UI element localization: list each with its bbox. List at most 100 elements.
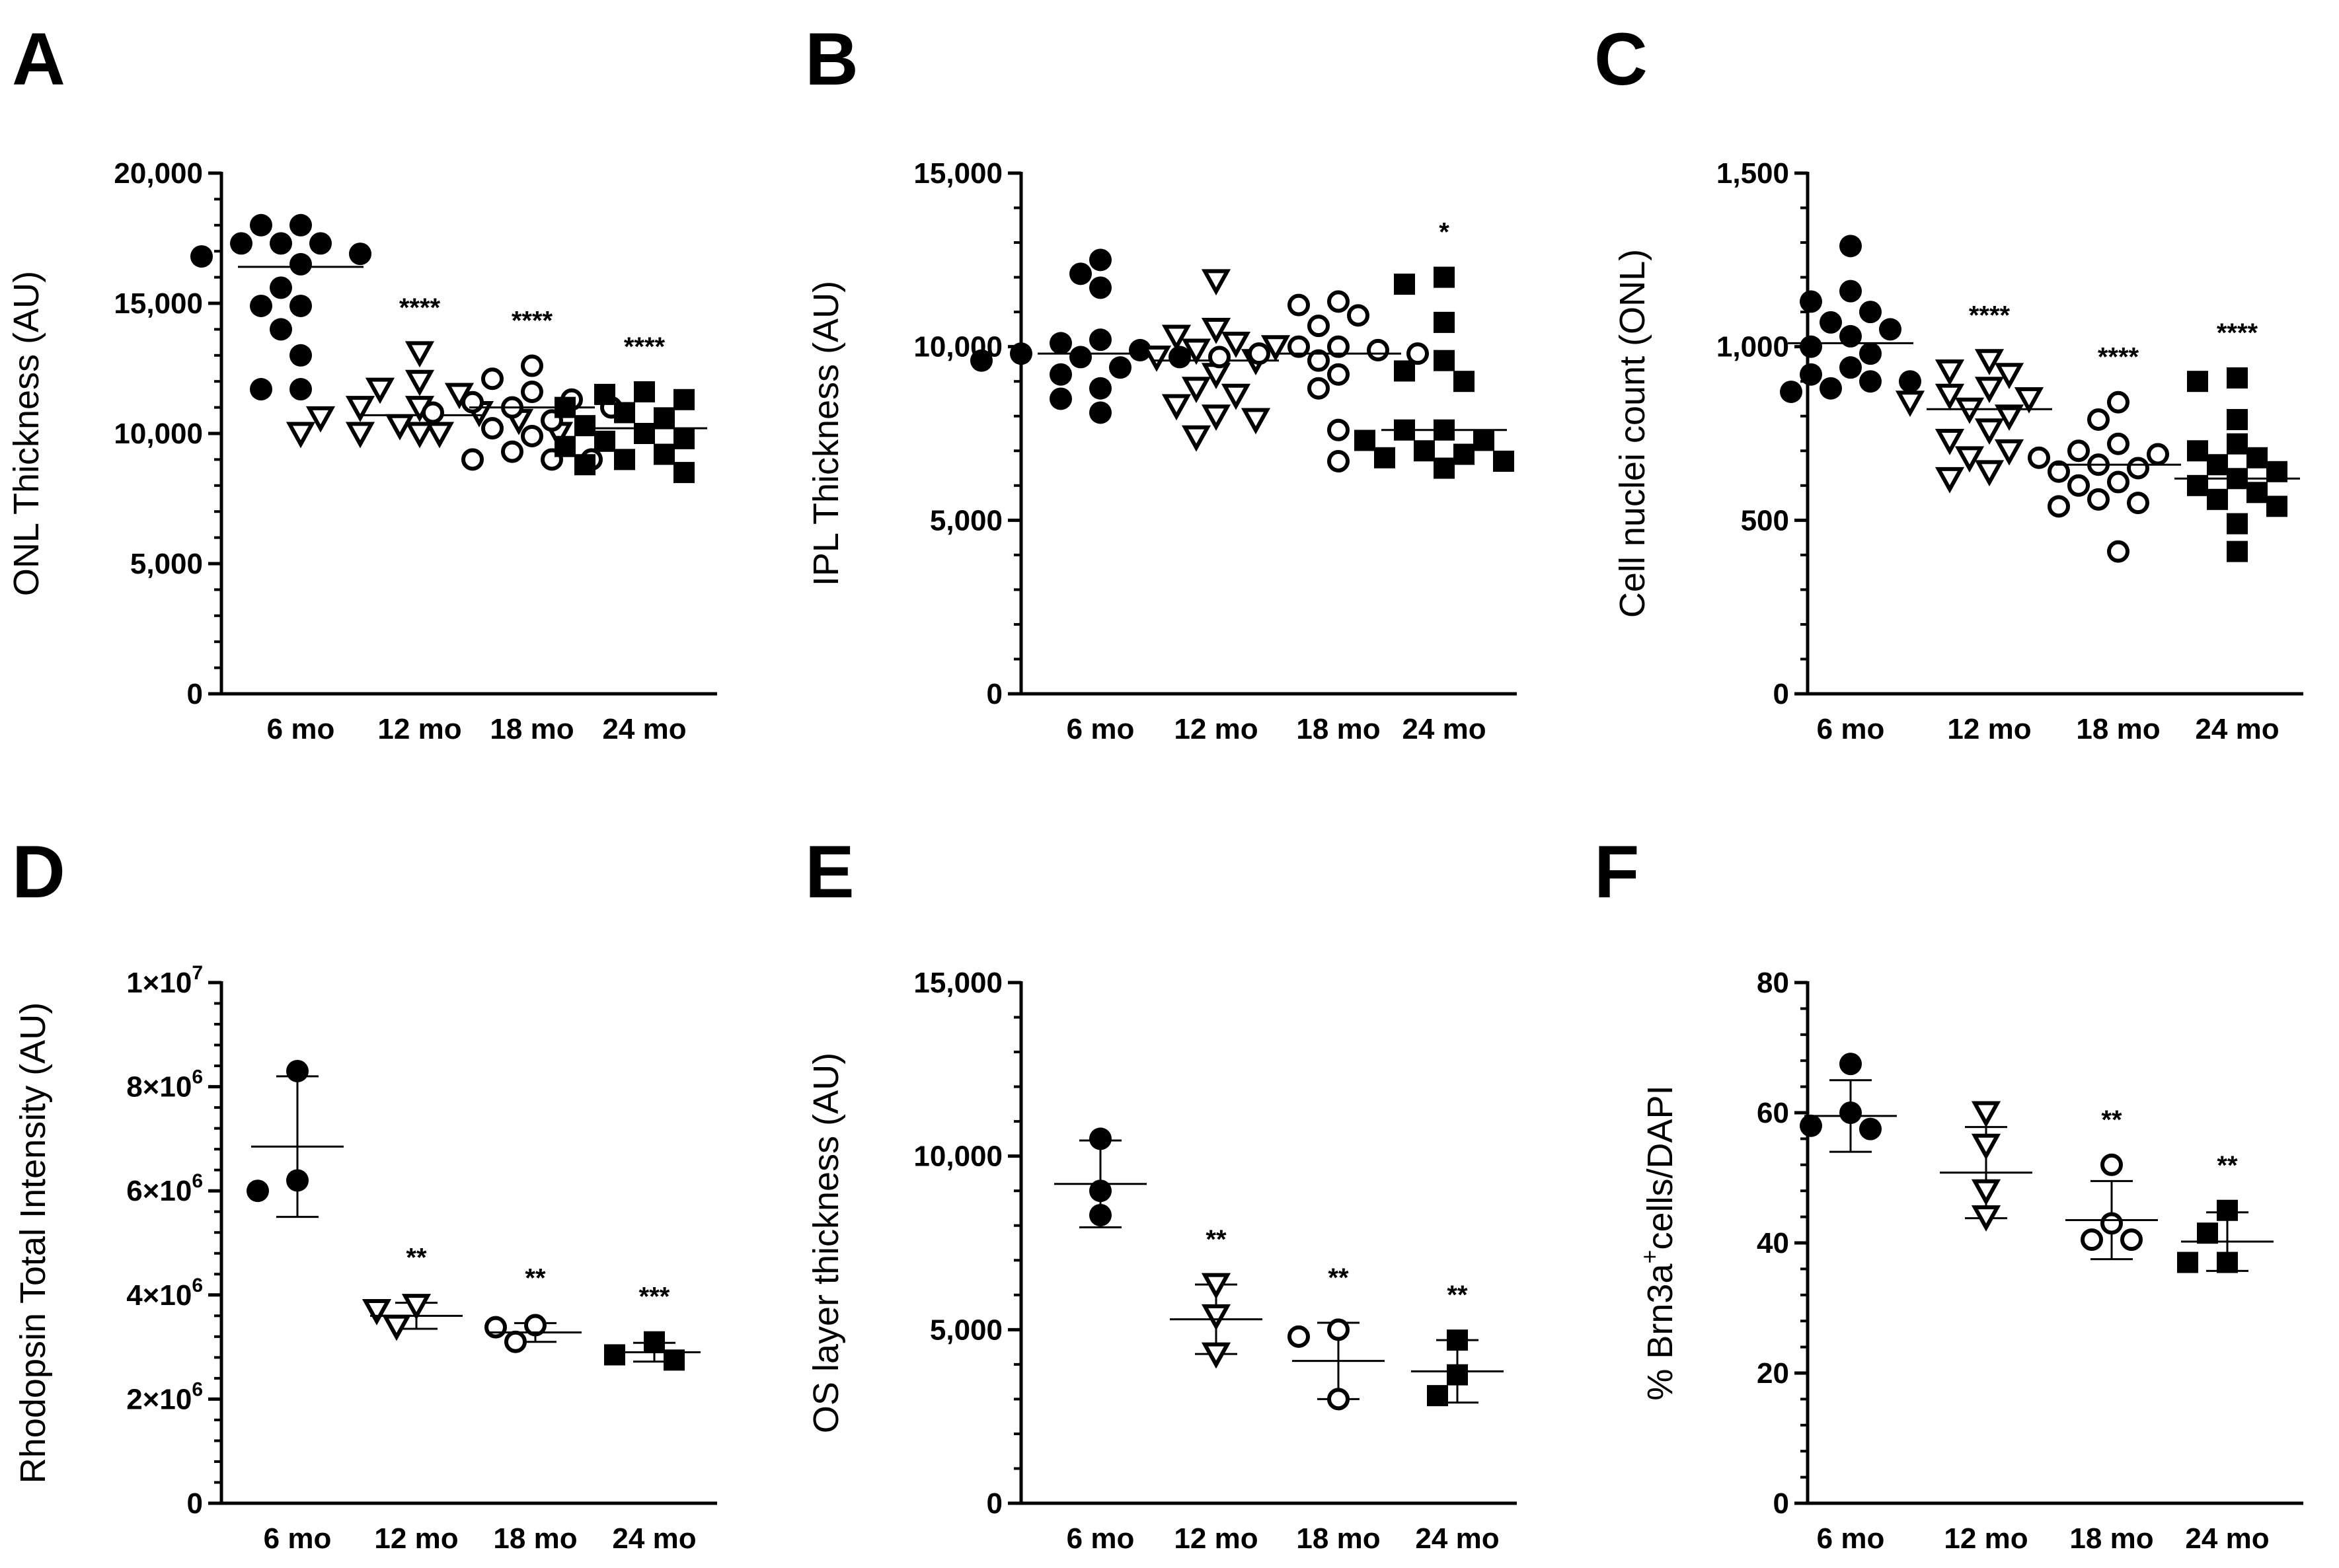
data-point [1367, 338, 1389, 361]
significance-label: ** [2217, 1151, 2238, 1180]
y-tick-label: 0 [987, 1487, 1003, 1520]
significance-label: ** [2101, 1105, 2122, 1135]
data-point [250, 213, 272, 237]
data-point [1347, 304, 1369, 327]
group-24-mo: ** [1411, 1281, 1504, 1407]
data-point [1161, 394, 1192, 421]
y-tick-label: 5,000 [930, 1314, 1003, 1346]
data-point [1181, 425, 1211, 452]
x-category-label: 12 mo [374, 1522, 458, 1555]
data-point [1935, 467, 1965, 494]
y-tick-label: 0 [187, 1487, 203, 1520]
data-point [1089, 248, 1112, 272]
data-point [2081, 1228, 2103, 1251]
data-point [2246, 482, 2268, 504]
group-12-mo: **** [1895, 301, 2052, 494]
data-point [381, 1314, 412, 1341]
data-point [1201, 363, 1231, 390]
y-axis-title: IPL Thickness (AU) [806, 281, 846, 586]
y-tick-label: 4×106 [126, 1275, 203, 1312]
y-axis-title: ONL Thickness (AU) [7, 271, 46, 596]
data-point [286, 1169, 309, 1192]
x-category-label: 12 mo [1174, 1522, 1258, 1555]
data-point [1089, 276, 1112, 299]
group-24-mo: **** [555, 332, 707, 484]
data-point [673, 428, 695, 449]
data-point [2197, 1222, 2218, 1244]
data-point [1208, 346, 1231, 369]
data-point [270, 318, 292, 341]
data-point [1994, 404, 2024, 431]
significance-label: *** [639, 1283, 670, 1312]
x-category-label: 18 mo [1296, 713, 1380, 745]
x-category-label: 12 mo [1174, 713, 1258, 745]
data-point [1010, 342, 1032, 365]
data-point [1248, 342, 1270, 365]
data-point [1954, 446, 1985, 473]
group-24-mo: ** [2177, 1151, 2274, 1273]
panel-letter: B [805, 18, 859, 100]
data-point [1839, 1101, 1862, 1124]
data-point [345, 422, 375, 449]
x-category-label: 12 mo [1947, 713, 2031, 745]
data-point [594, 430, 615, 452]
data-point [270, 276, 292, 299]
data-point [1394, 360, 1415, 382]
group-18-mo: ** [1287, 1263, 1385, 1411]
data-point [1434, 311, 1455, 333]
data-point [1221, 331, 1251, 358]
group-18-mo: ** [484, 1263, 582, 1353]
data-point [286, 1059, 309, 1082]
data-point [2177, 1251, 2198, 1273]
data-point [1820, 311, 1842, 334]
data-point [1374, 447, 1395, 468]
data-point [1780, 380, 1802, 403]
data-point [1089, 1203, 1112, 1226]
group-24-mo: *** [604, 1283, 701, 1371]
significance-label: * [1439, 218, 1449, 247]
data-point [289, 344, 312, 367]
data-point [634, 381, 655, 402]
data-point [1241, 408, 1271, 435]
data-point [289, 252, 312, 276]
data-point [1327, 335, 1350, 358]
group-18-mo: **** [2028, 343, 2181, 563]
data-point [574, 454, 595, 476]
data-point [2217, 1199, 2238, 1221]
data-point [1935, 429, 1965, 455]
data-point [1453, 443, 1475, 465]
data-point [1050, 363, 1072, 386]
x-category-label: 24 mo [612, 1522, 696, 1555]
data-point [1069, 262, 1092, 285]
data-point [1201, 1273, 1231, 1300]
data-point [1201, 404, 1231, 431]
panel-d: D 0 2×106 4×106 6×106 8×106 1×107 Rhodopsin Tot… [12, 831, 717, 1555]
significance-label: ** [406, 1244, 427, 1273]
significance-label: **** [399, 293, 441, 322]
data-point [634, 423, 655, 444]
data-point [484, 1316, 507, 1339]
data-point [1089, 377, 1112, 400]
data-point [1050, 387, 1072, 410]
data-point [521, 380, 543, 403]
data-point [1327, 363, 1350, 386]
group-18-mo: ** [2065, 1105, 2158, 1261]
data-point [614, 449, 635, 470]
data-point [673, 462, 695, 484]
data-point [2207, 488, 2228, 510]
data-point [1974, 418, 2005, 445]
significance-label: ** [1206, 1225, 1227, 1254]
y-tick-label: 15,000 [913, 967, 1003, 999]
data-point [501, 440, 523, 463]
data-point [1935, 383, 1965, 410]
data-point [1141, 345, 1172, 372]
y-tick-label: 80 [1757, 967, 1789, 999]
data-point [2067, 439, 2090, 463]
data-point [2127, 457, 2149, 480]
data-point [1327, 418, 1350, 441]
data-point [614, 402, 635, 424]
x-category-label: 18 mo [1296, 1522, 1380, 1555]
data-point [2217, 1251, 2238, 1273]
data-point [247, 1179, 269, 1203]
